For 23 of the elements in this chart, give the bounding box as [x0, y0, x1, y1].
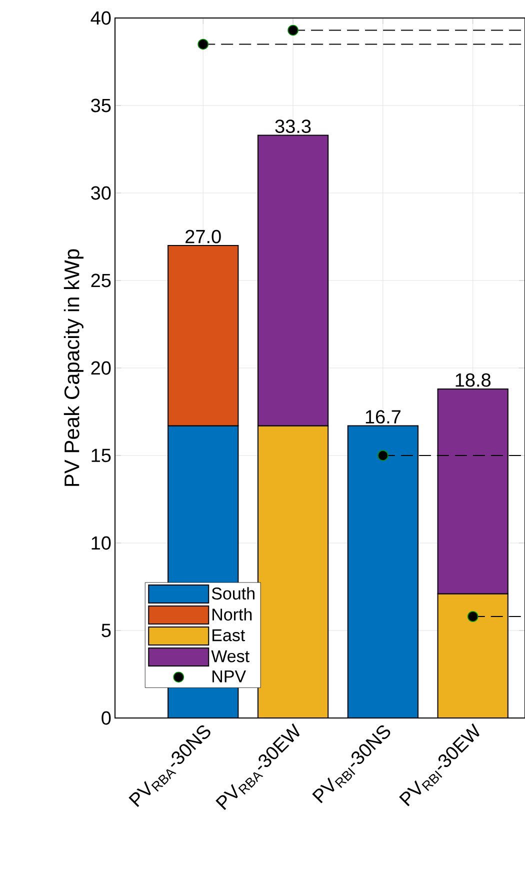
y-tick-label: 40 — [90, 11, 111, 25]
y-tick-label: 15 — [92, 448, 111, 462]
y-tick-label: 25 — [91, 274, 111, 288]
legend-label: North — [212, 608, 252, 621]
total-label: 16.7 — [366, 410, 400, 424]
y-tick-label: 10 — [92, 536, 111, 550]
legend-label: West — [211, 650, 250, 662]
point — [198, 38, 209, 50]
legend-label: NPV — [212, 670, 246, 682]
y-axis-title: PV Peak Capacity in kWp — [64, 249, 84, 486]
point — [467, 611, 478, 622]
total-label: 18.8 — [456, 373, 491, 387]
legend-label: South — [212, 587, 254, 600]
point — [378, 450, 388, 461]
y-tick-label: 30 — [91, 186, 111, 200]
legend-label: East — [212, 629, 246, 642]
y-tick-label: 20 — [91, 361, 111, 375]
y-tick-label: 5 — [102, 624, 111, 638]
total-label: 33.3 — [275, 120, 311, 134]
total-label: 27.0 — [186, 230, 221, 244]
y-tick-label: 35 — [91, 98, 111, 112]
y-tick-label: 0 — [102, 711, 111, 725]
point — [288, 24, 298, 36]
